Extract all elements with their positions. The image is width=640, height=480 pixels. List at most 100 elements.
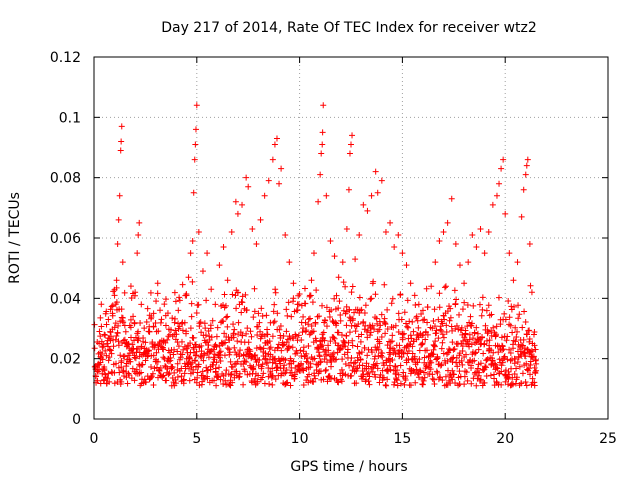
data-point [287, 382, 294, 389]
data-point [255, 372, 262, 379]
data-point [217, 376, 224, 383]
data-point [331, 295, 338, 302]
data-point [495, 349, 502, 356]
data-point [519, 370, 526, 377]
data-point [384, 376, 391, 383]
data-point [176, 297, 183, 304]
data-point [496, 356, 503, 363]
data-point [283, 339, 290, 346]
data-point [470, 302, 477, 309]
data-point [321, 316, 328, 323]
data-point [101, 366, 108, 373]
data-point [300, 382, 307, 389]
data-point [468, 341, 475, 348]
data-point [391, 244, 398, 251]
data-point [419, 381, 426, 388]
data-point [152, 319, 159, 326]
data-point [507, 349, 514, 356]
data-point [200, 357, 207, 364]
data-point [412, 302, 419, 309]
data-point [496, 180, 503, 187]
data-point [186, 355, 193, 362]
data-point [158, 316, 165, 323]
data-point [395, 371, 402, 378]
data-point [432, 259, 439, 266]
data-point [473, 382, 480, 389]
data-point [461, 373, 468, 380]
data-point [441, 284, 448, 291]
data-point [417, 368, 424, 375]
data-point [119, 314, 126, 321]
data-point [174, 348, 181, 355]
data-point [461, 381, 468, 388]
data-point [412, 379, 419, 386]
data-point [191, 156, 198, 163]
data-point [106, 378, 113, 385]
data-point [463, 369, 470, 376]
data-point [311, 355, 318, 362]
data-point [178, 320, 185, 327]
data-point [490, 324, 497, 331]
data-point [260, 370, 267, 377]
data-point [109, 302, 116, 309]
data-point [106, 354, 113, 361]
data-point [248, 333, 255, 340]
data-point [453, 354, 460, 361]
data-point [422, 336, 429, 343]
data-point [447, 347, 454, 354]
data-point [505, 376, 512, 383]
data-point [131, 319, 138, 326]
data-point [290, 280, 297, 287]
data-point [127, 316, 134, 323]
data-point [114, 330, 121, 337]
data-point [532, 357, 539, 364]
data-point [283, 306, 290, 313]
y-axis-label: ROTI / TECUs [7, 192, 23, 284]
y-tick-label: 0.06 [50, 231, 81, 247]
data-point [318, 150, 325, 157]
data-point [526, 335, 533, 342]
data-point [389, 332, 396, 339]
data-point [148, 364, 155, 371]
data-point [221, 330, 228, 337]
data-point [230, 330, 237, 337]
data-point [524, 346, 531, 353]
data-point [398, 353, 405, 360]
y-tick-label: 0.12 [50, 50, 81, 66]
data-point [145, 347, 152, 354]
data-point [157, 319, 164, 326]
data-point [303, 350, 310, 357]
data-point [121, 322, 128, 329]
data-point [119, 368, 126, 375]
data-point [443, 322, 450, 329]
data-point [524, 156, 531, 163]
data-point [165, 371, 172, 378]
data-point [376, 340, 383, 347]
data-point [448, 323, 455, 330]
data-point [245, 339, 252, 346]
data-point [118, 357, 125, 364]
data-point [178, 373, 185, 380]
data-point [304, 355, 311, 362]
data-point [290, 298, 297, 305]
data-point [458, 357, 465, 364]
data-point [306, 292, 313, 299]
data-point [511, 303, 518, 310]
data-point [332, 319, 339, 326]
data-point [253, 241, 260, 248]
data-point [447, 305, 454, 312]
data-point [448, 195, 455, 202]
data-point [180, 380, 187, 387]
data-point [124, 380, 131, 387]
data-point [465, 259, 472, 266]
data-point [452, 301, 459, 308]
data-point [382, 321, 389, 328]
data-point [483, 307, 490, 314]
data-point [316, 313, 323, 320]
data-point [180, 377, 187, 384]
data-point [499, 342, 506, 349]
data-point [367, 296, 374, 303]
data-point [330, 355, 337, 362]
data-point [259, 374, 266, 381]
data-point [319, 302, 326, 309]
